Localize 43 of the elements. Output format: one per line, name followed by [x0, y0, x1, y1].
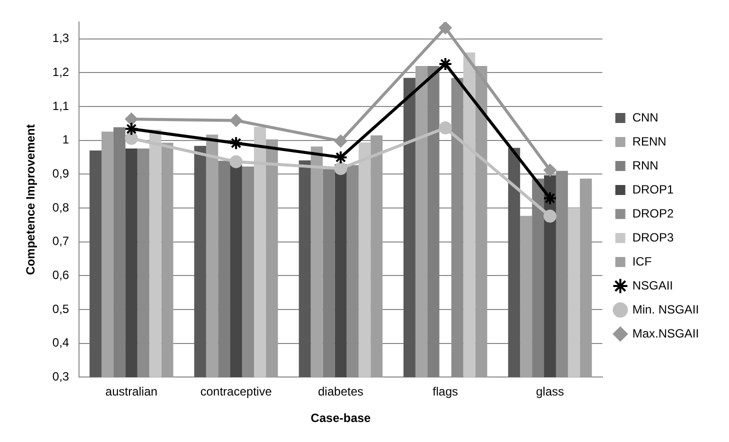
x-tick-label: diabetes — [318, 384, 364, 399]
point — [229, 136, 244, 150]
legend-label: DROP2 — [632, 206, 674, 220]
y-tick-label: 1,2 — [52, 65, 70, 80]
legend-label: DROP1 — [632, 182, 674, 196]
y-axis-title: Competence Improvement — [24, 124, 38, 275]
point — [543, 210, 556, 223]
y-tick-label: 0,8 — [52, 200, 70, 214]
y-tick-label: 0,7 — [52, 234, 70, 248]
legend-label: DROP3 — [632, 230, 674, 244]
point — [438, 121, 452, 134]
legend-label: RENN — [632, 134, 666, 148]
x-tick-label: glass — [536, 384, 564, 399]
x-tick-label: flags — [432, 384, 458, 399]
point — [542, 191, 557, 206]
y-tick-label: 1,3 — [52, 31, 70, 46]
point — [230, 114, 243, 127]
point — [438, 56, 452, 71]
point — [124, 112, 138, 126]
y-tick-label: 0,4 — [52, 336, 70, 350]
legend-label: RNN — [632, 158, 658, 172]
y-tick-label: 0,3 — [52, 370, 70, 384]
point — [124, 122, 138, 136]
point — [334, 162, 348, 175]
point — [438, 22, 452, 34]
legend-label: ICF — [632, 254, 652, 268]
point — [124, 132, 138, 145]
point — [334, 134, 348, 148]
y-tick-label: 0,5 — [52, 302, 70, 316]
y-tick-label: 1,1 — [52, 98, 70, 113]
x-tick-label: australian — [105, 384, 158, 399]
point — [543, 164, 556, 177]
legend-label: Min. NSGAII — [632, 302, 700, 316]
legend-label: NSGAII — [632, 278, 674, 292]
x-tick-label: contraceptive — [200, 384, 272, 399]
point — [230, 155, 243, 168]
y-tick-label: 0,6 — [52, 268, 70, 282]
legend-label: Max.NSGAII — [632, 326, 700, 340]
y-tick-label: 0,9 — [52, 166, 70, 181]
point — [334, 150, 348, 164]
y-tick-label: 1 — [62, 132, 70, 147]
x-axis-title: Case-base — [310, 411, 372, 426]
legend-label: CNN — [632, 110, 658, 124]
